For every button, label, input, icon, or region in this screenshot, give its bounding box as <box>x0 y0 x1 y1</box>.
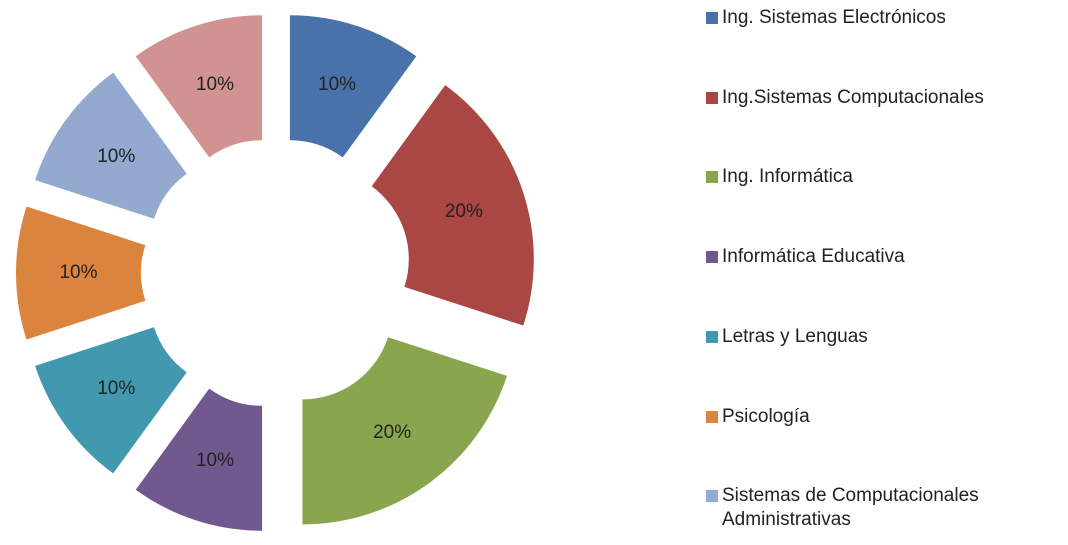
data-label: 10% <box>59 262 97 283</box>
data-label: 20% <box>445 201 483 222</box>
legend-swatch <box>706 91 718 104</box>
legend-entry: Sistemas de Computacionales Administrati… <box>706 484 1046 532</box>
slice <box>35 72 187 219</box>
legend-entry: Informática Educativa <box>706 245 1046 269</box>
slice <box>35 327 187 474</box>
legend-entry: Ing.Sistemas Computacionales <box>706 86 1046 110</box>
data-label: 20% <box>373 422 411 443</box>
legend-label: Letras y Lenguas <box>722 325 868 347</box>
legend-label: Ing. Sistemas Electrónicos <box>722 7 946 28</box>
slice <box>135 15 263 158</box>
data-label: 10% <box>196 450 234 471</box>
slice <box>302 337 507 525</box>
data-label: 10% <box>196 74 234 95</box>
legend-label: Psicología <box>722 405 810 427</box>
legend-swatch <box>706 410 718 423</box>
legend-swatch <box>706 490 718 503</box>
legend-swatch <box>706 330 718 343</box>
legend-label: Informática Educativa <box>722 246 905 268</box>
legend-label: Sistemas de Computacionales Administrati… <box>722 485 979 531</box>
legend-swatch <box>706 171 718 184</box>
legend-swatch <box>706 251 718 264</box>
legend-entry: Letras y Lenguas <box>706 325 1046 349</box>
legend-label: Ing. Informática <box>722 166 853 188</box>
data-label: 10% <box>97 146 135 167</box>
legend-swatch <box>706 12 718 24</box>
data-label: 10% <box>318 74 356 95</box>
legend-entry: Ing. Informática <box>706 165 1046 189</box>
slice <box>15 206 146 340</box>
legend-entry: Psicología <box>706 405 1046 429</box>
legend-entry: Ing. Sistemas Electrónicos <box>706 6 1046 30</box>
slice <box>289 15 417 158</box>
slice <box>135 388 263 531</box>
slice <box>371 85 534 326</box>
data-label: 10% <box>97 378 135 399</box>
legend-label: Ing.Sistemas Computacionales <box>722 86 984 108</box>
